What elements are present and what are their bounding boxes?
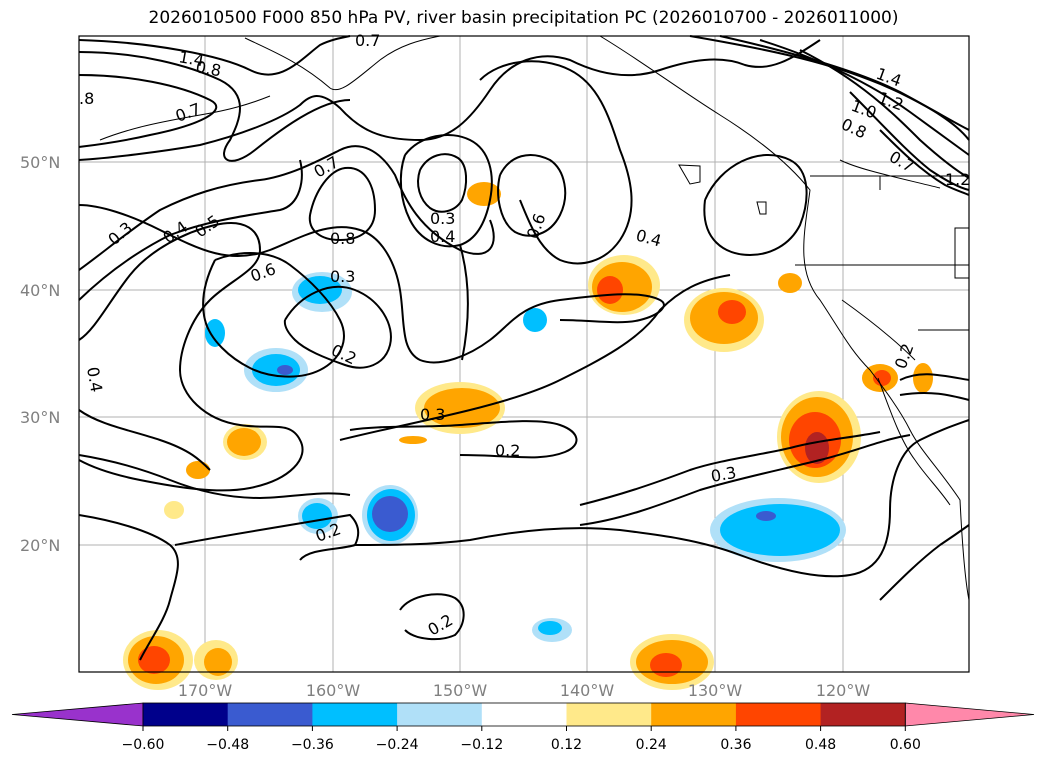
contour-label: .8	[79, 89, 94, 108]
contour-label: 1.2	[945, 170, 970, 189]
colorbar-swatch	[820, 703, 906, 726]
contour-label: 0.8	[330, 229, 355, 248]
contour-label: 0.4	[430, 227, 455, 246]
colorbar-extend-low	[11, 702, 144, 727]
contour-label: 0.3	[430, 209, 455, 228]
colorbar-tick-label: −0.24	[376, 737, 419, 753]
colorbar-swatch	[227, 703, 313, 726]
colorbar-tick-label: 0.24	[636, 737, 667, 753]
contour-label: 0.2	[495, 441, 520, 460]
colorbar-tick-label: 0.48	[805, 737, 836, 753]
colorbar-swatch	[143, 703, 229, 726]
lon-label: 170°W	[178, 681, 233, 700]
lat-label: 40°N	[20, 281, 60, 300]
lat-label: 20°N	[20, 536, 60, 555]
contour-label: 0.3	[420, 405, 445, 424]
precipitation-shading	[123, 182, 933, 690]
colorbar-tick-label: −0.60	[122, 737, 165, 753]
latitude-labels: 50°N 40°N 30°N 20°N	[20, 153, 60, 555]
colorbar-swatch	[651, 703, 737, 726]
contour-label: 1.4	[177, 47, 205, 70]
colorbar-extend-high	[904, 702, 1035, 727]
lat-label: 50°N	[20, 153, 60, 172]
contour-label: 0.7	[355, 31, 380, 50]
lon-label: 120°W	[816, 681, 871, 700]
contour-label: 0.4	[83, 365, 106, 393]
colorbar-tick-label: −0.36	[291, 737, 334, 753]
colorbar-tick-label: −0.12	[460, 737, 503, 753]
colorbar-tick-label: 0.60	[890, 737, 921, 753]
colorbar-tick-label: −0.48	[206, 737, 249, 753]
pv-contours	[78, 35, 970, 661]
contour-label: 0.8	[194, 57, 222, 80]
colorbar-frame	[142, 702, 906, 727]
lon-label: 140°W	[560, 681, 615, 700]
lon-label: 150°W	[433, 681, 488, 700]
colorbar-tick-label: 0.36	[720, 737, 751, 753]
coastline	[99, 35, 970, 601]
colorbar-swatch	[735, 703, 822, 726]
colorbar-swatch	[481, 703, 567, 726]
plot-frame	[78, 35, 970, 673]
colorbar-swatch	[397, 703, 483, 726]
colorbar-tick-label: 0.12	[551, 737, 582, 753]
contour-label: 0.3	[709, 463, 737, 486]
colorbar-swatch	[566, 703, 652, 726]
colorbar-swatch	[312, 703, 398, 726]
lon-label: 130°W	[688, 681, 743, 700]
colorbar: −0.60 −0.48 −0.36 −0.24 −0.12 0.12 0.24 0.36 0.4…	[11, 702, 1035, 753]
contour-label: 0.3	[330, 267, 355, 286]
map-title: 2026010500 F000 850 hPa PV, river basin …	[148, 8, 899, 28]
longitude-labels: 170°W 160°W 150°W 140°W 130°W 120°W	[178, 681, 871, 700]
map-plot: 1.4 .8 0.7 1.4 1.2 1.0 0.8 0.7 0.5 0.4 0…	[78, 31, 970, 690]
lat-label: 30°N	[20, 408, 60, 427]
lon-label: 160°W	[306, 681, 361, 700]
